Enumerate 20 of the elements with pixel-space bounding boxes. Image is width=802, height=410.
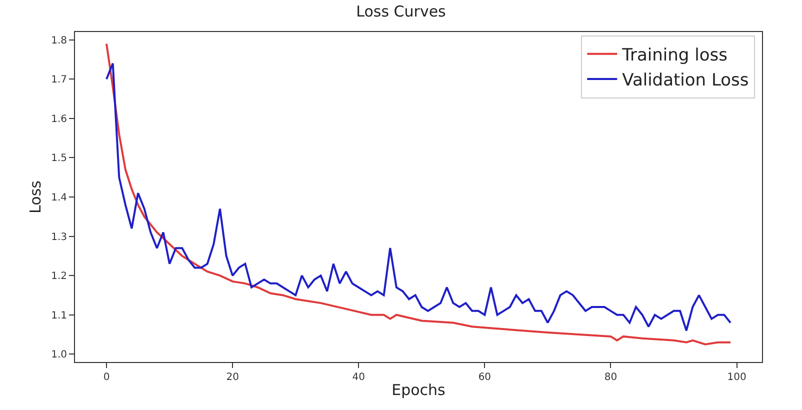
x-tick-label: 80 — [604, 372, 618, 383]
y-tick-label: 1.2 — [51, 271, 67, 282]
legend-label: Training loss — [621, 45, 728, 66]
y-tick-label: 1.4 — [51, 192, 67, 204]
x-axis-title: Epochs — [392, 381, 446, 399]
x-tick-label: 100 — [727, 372, 746, 383]
x-tick-label: 60 — [478, 372, 492, 383]
y-tick-label: 1.0 — [51, 350, 67, 361]
x-tick-label: 0 — [103, 372, 110, 383]
y-tick-label: 1.6 — [51, 114, 67, 125]
x-tick-label: 20 — [226, 372, 239, 383]
chart-title: Loss Curves — [356, 2, 446, 21]
y-tick-label: 1.1 — [51, 310, 67, 322]
y-tick-label: 1.8 — [51, 35, 67, 46]
x-tick-label: 40 — [352, 372, 365, 383]
y-tick-label: 1.3 — [51, 232, 67, 243]
y-axis-title: Loss — [26, 180, 44, 214]
y-tick-label: 1.5 — [51, 153, 67, 164]
y-tick-label: 1.7 — [51, 74, 67, 86]
legend-label: Validation Loss — [622, 70, 749, 91]
